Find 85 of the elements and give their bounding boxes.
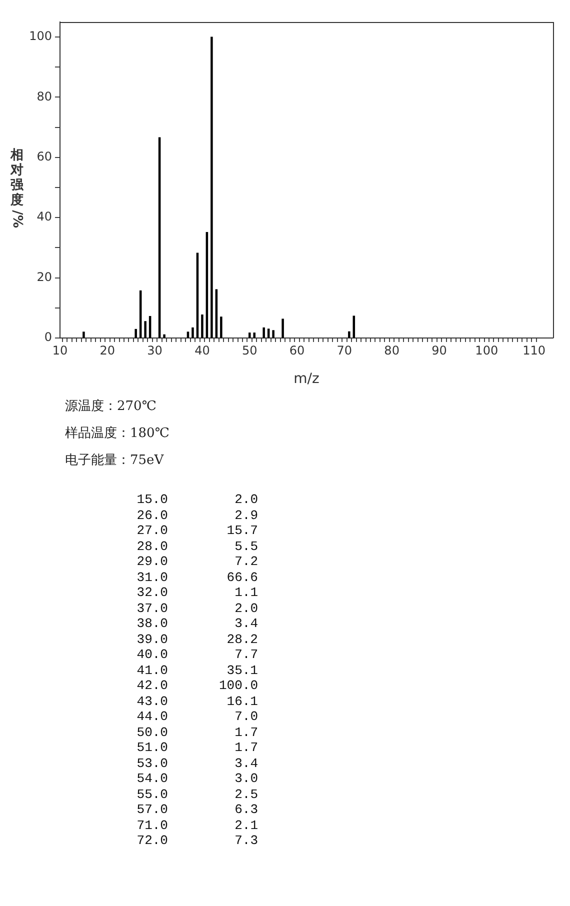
text: 7.0 [234,709,258,724]
text: 43.0 [136,694,168,709]
text: 7.7 [234,647,258,662]
x-tick-label: 100 [475,343,498,358]
text: 29.0 [136,554,168,570]
bar [267,328,270,338]
x-tick-label: 10 [52,343,68,358]
text: 2.1 [234,818,258,833]
x-tick-label: 80 [384,343,400,358]
text: 66.6 [226,570,258,585]
y-tick-label: 40 [36,210,52,224]
text: 2.0 [234,492,258,508]
bar [82,332,85,338]
text: 38.0 [136,616,168,632]
text: 7.2 [234,554,258,570]
bar [134,328,137,338]
x-axis-title: m/z [294,371,320,388]
bar [186,332,190,338]
y-tick-label: 100 [29,29,52,44]
bar [272,330,274,338]
text: 1.1 [234,585,258,600]
text: 37.0 [136,600,168,616]
text: 72.0 [136,833,168,848]
text: 35.1 [226,662,258,678]
text: 50.0 [136,724,168,740]
x-tick-label: 40 [194,343,210,358]
text: 42.0 [136,678,168,694]
text: 15.0 [136,492,168,508]
x-tick-label: 70 [336,343,352,358]
bar [220,316,222,338]
text: 3.0 [234,771,258,786]
text: 7.3 [234,833,258,848]
text: 样品温度：180℃ [65,425,170,443]
text: 1.7 [234,740,258,756]
text: 32.0 [136,585,168,600]
text: 15.7 [226,523,258,538]
text: 41.0 [136,662,168,678]
y-tick-label: 80 [36,89,52,104]
bar [201,314,204,338]
bar [192,327,194,338]
text: 源温度：270℃ [65,398,158,416]
bar [210,36,213,338]
text: 2.5 [234,786,258,802]
text: 2.9 [234,508,258,523]
x-tick-label: 20 [100,343,116,358]
bar [248,332,251,338]
text: 44.0 [136,709,168,724]
text: 51.0 [136,740,168,756]
bar [253,332,256,338]
text: 16.1 [226,694,258,709]
text: 57.0 [136,802,168,818]
bar [348,331,350,338]
text: 28.0 [136,538,168,554]
text: 3.4 [234,616,258,632]
x-tick-label: 30 [147,343,162,358]
text: 55.0 [136,786,168,802]
text: 40.0 [136,647,168,662]
x-tick-label: 110 [522,343,546,358]
y-tick-label: 60 [36,150,52,164]
text: 71.0 [136,818,168,833]
text: 27.0 [136,523,168,538]
x-tick-label: 90 [432,343,447,358]
text: 31.0 [136,570,168,585]
text: 100.0 [218,678,258,694]
text: 53.0 [136,756,168,771]
y-tick-label: 0 [44,330,52,344]
y-axis-title: 相对强度/% [9,148,25,230]
bar [163,334,166,338]
bar [352,316,356,338]
text: 54.0 [136,771,168,786]
text: 28.2 [226,632,258,647]
text: 1.7 [234,724,258,740]
x-tick-label: 50 [242,343,258,358]
text: 5.5 [234,538,258,554]
text: 39.0 [136,632,168,647]
bar [282,318,284,338]
text: 26.0 [136,508,168,523]
text: 2.0 [234,600,258,616]
text: 6.3 [234,802,258,818]
y-tick-label: 20 [36,270,52,284]
text: 电子能量：75eV [65,452,165,470]
x-tick-label: 60 [289,343,305,358]
text: 3.4 [234,756,258,771]
bar [144,321,146,338]
bar [262,327,265,338]
